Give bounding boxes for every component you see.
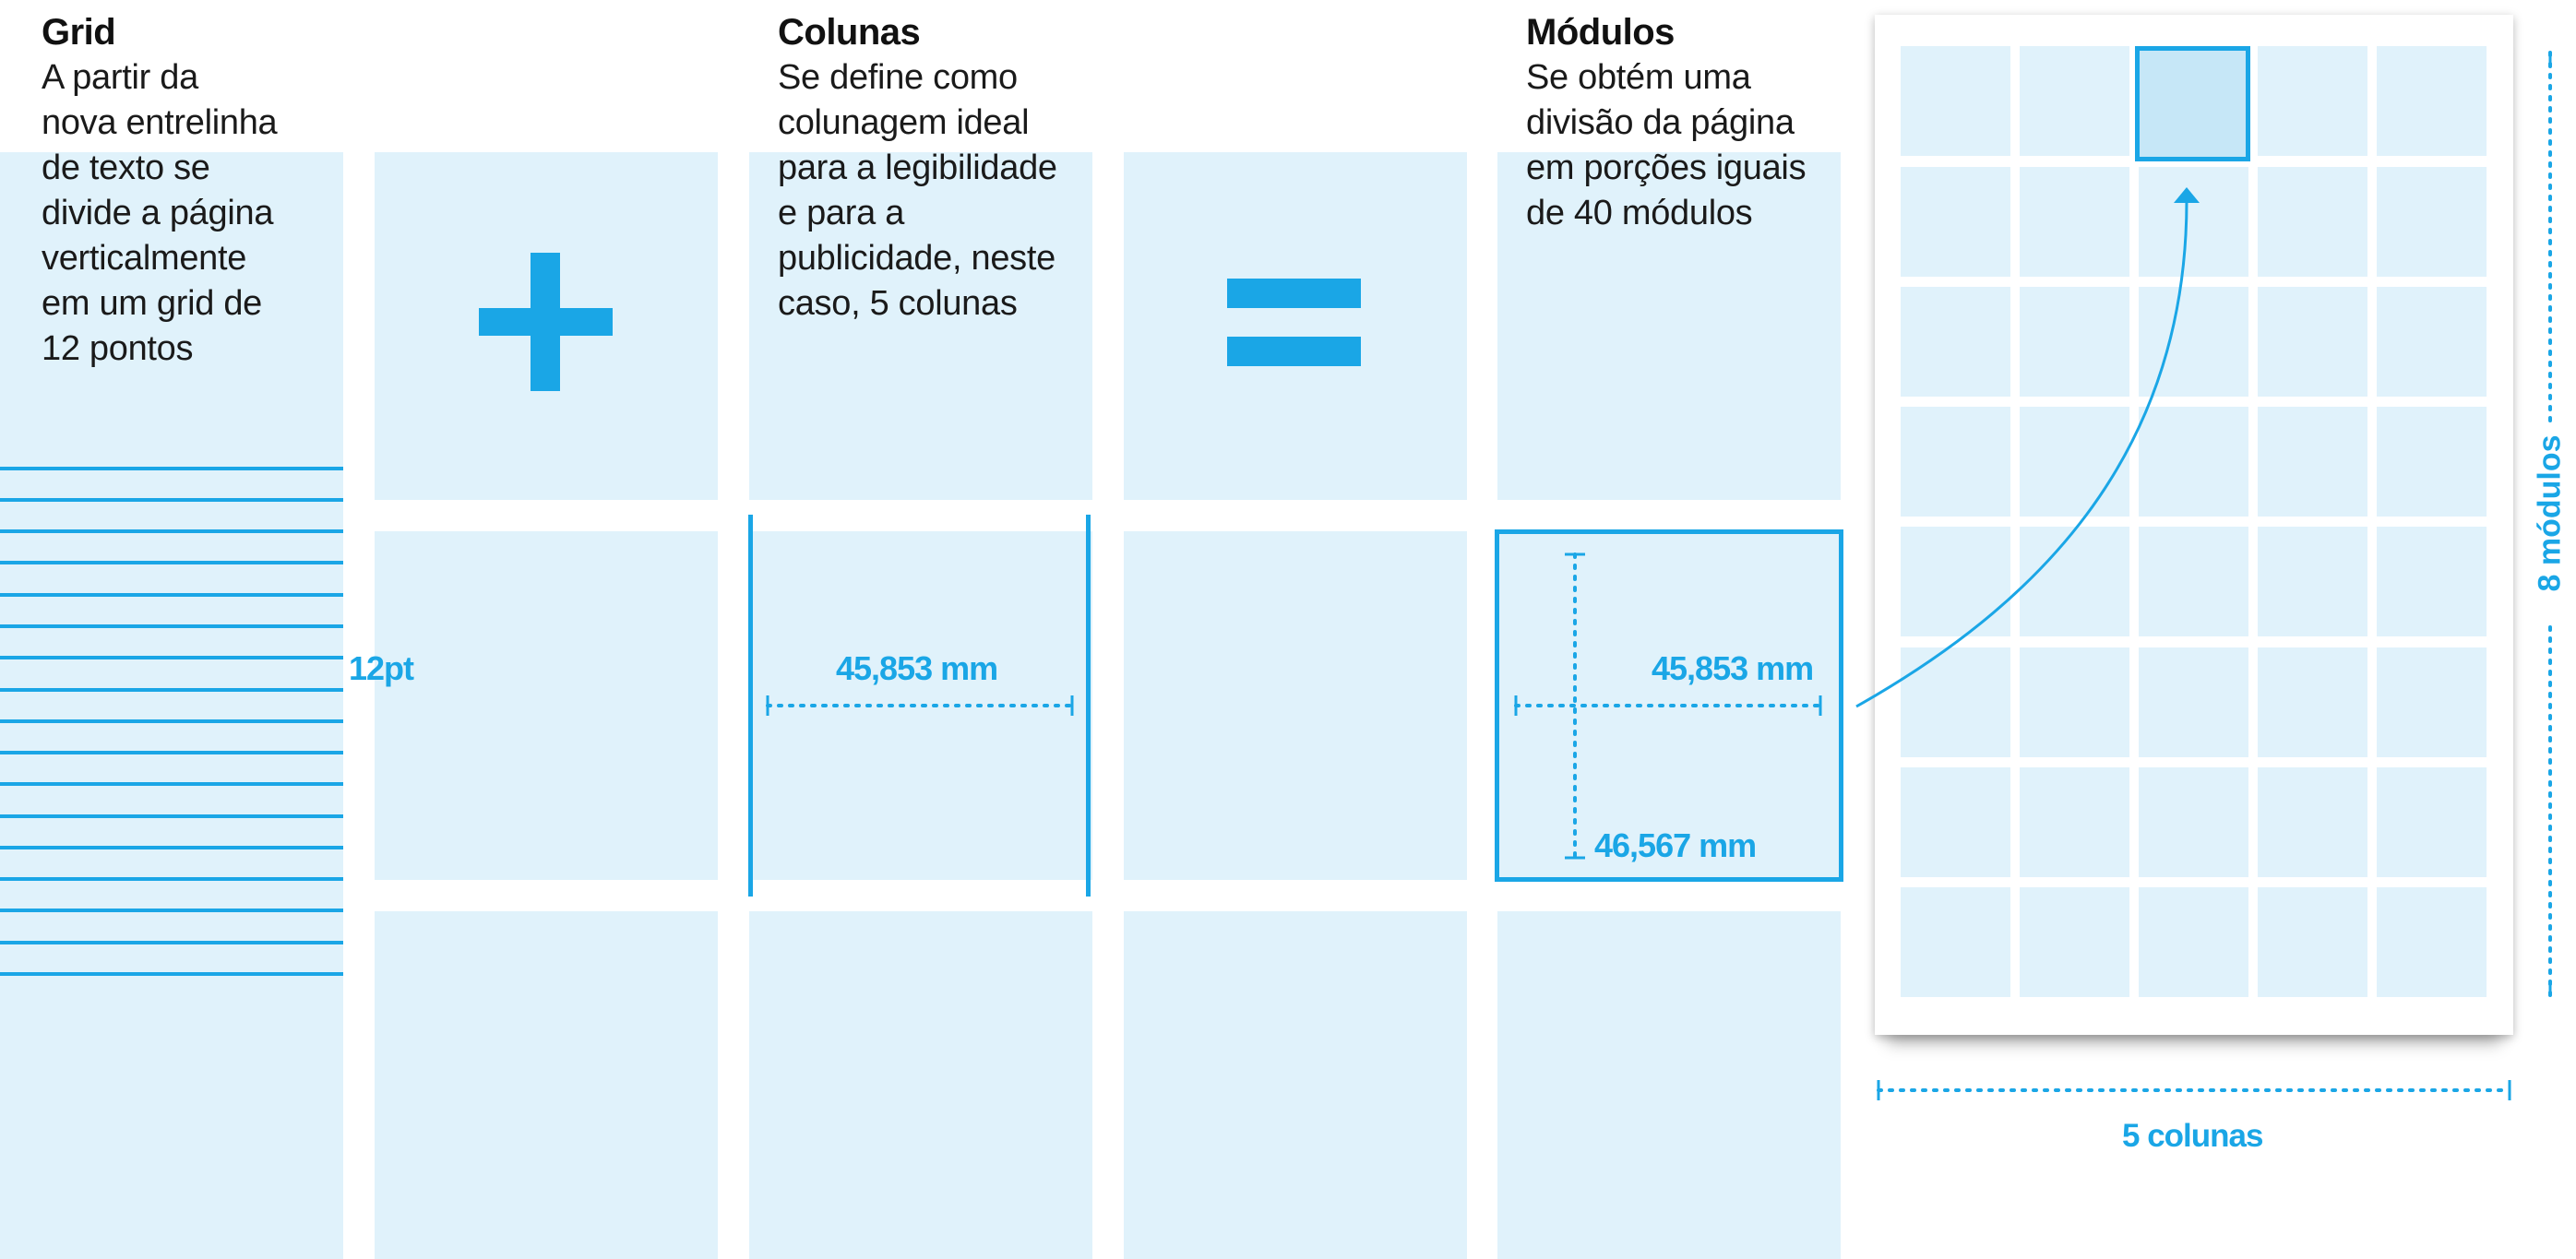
column-right-edge <box>1086 515 1091 897</box>
page-module <box>2377 167 2487 277</box>
grid-panel <box>0 152 343 1259</box>
column-width-dimension <box>766 695 1074 716</box>
page-module <box>2377 287 2487 397</box>
page-module <box>2020 407 2129 517</box>
module-height-dimension <box>1565 552 1585 860</box>
equals-panel-module <box>1124 152 1467 500</box>
plus-operator <box>479 253 613 391</box>
page-module <box>1901 647 2010 757</box>
page-module-highlighted <box>2135 46 2250 161</box>
page-module <box>1901 887 2010 997</box>
baseline-line <box>0 593 343 597</box>
baseline-line <box>0 751 343 754</box>
page-module <box>2020 527 2129 636</box>
page-module <box>2020 887 2129 997</box>
columns-panel-module <box>749 911 1092 1259</box>
page-module <box>1901 767 2010 877</box>
page-module <box>2258 647 2367 757</box>
columns-count-label: 5 colunas <box>2122 1118 2263 1154</box>
baseline-line <box>0 846 343 849</box>
page-module <box>2377 647 2487 757</box>
columns-description: Se define como colunagem ideal para a le… <box>778 58 1057 323</box>
page-width-dimension <box>1877 1080 2511 1100</box>
page-module <box>2139 167 2248 277</box>
page-module <box>1901 167 2010 277</box>
equals-panel-module <box>1124 531 1467 880</box>
baseline-line <box>0 529 343 533</box>
page-module <box>2139 887 2248 997</box>
baseline-measure-label: 12pt <box>349 649 414 687</box>
grid-heading: Grid <box>42 12 116 53</box>
baseline-line <box>0 561 343 564</box>
column-left-edge <box>748 515 753 897</box>
page-module <box>2139 767 2248 877</box>
baseline-line <box>0 656 343 659</box>
page-module <box>2020 767 2129 877</box>
module-outline <box>1495 529 1843 882</box>
baseline-line <box>0 688 343 692</box>
baseline-line <box>0 941 343 944</box>
page-module <box>2020 647 2129 757</box>
baseline-line <box>0 498 343 502</box>
modules-panel-module <box>1497 152 1841 500</box>
page-module <box>2258 407 2367 517</box>
plus-panel-module <box>375 531 718 880</box>
module-width-dimension <box>1514 695 1822 716</box>
baseline-line <box>0 624 343 628</box>
grid-description: A partir da nova entrelinha de texto se … <box>42 58 278 368</box>
equals-panel-module <box>1124 911 1467 1259</box>
baseline-line <box>0 909 343 912</box>
baseline-line <box>0 782 343 786</box>
modules-panel-module <box>1497 911 1841 1259</box>
page-module <box>2377 887 2487 997</box>
columns-heading: Colunas <box>778 12 921 53</box>
page-module <box>2139 647 2248 757</box>
page-module <box>1901 407 2010 517</box>
page-module <box>2258 287 2367 397</box>
columns-panel-module <box>749 152 1092 500</box>
module-height-label: 46,567 mm <box>1594 826 1757 864</box>
page-module <box>2377 46 2487 156</box>
page-module <box>2020 167 2129 277</box>
page-diagram <box>1875 15 2513 1035</box>
page-module <box>2377 767 2487 877</box>
page-module <box>2377 527 2487 636</box>
page-module <box>2139 287 2248 397</box>
page-module <box>2258 167 2367 277</box>
page-module <box>2258 767 2367 877</box>
page-module <box>2258 527 2367 636</box>
page-module <box>2020 287 2129 397</box>
plus-panel-module <box>375 911 718 1259</box>
page-module <box>2139 527 2248 636</box>
modules-description: Se obtém uma divisão da página em porçõe… <box>1526 58 1807 232</box>
page-module <box>1901 527 2010 636</box>
module-to-page-arrow <box>1855 187 2200 708</box>
module-width-label: 45,853 mm <box>1652 649 1814 687</box>
baseline-line <box>0 877 343 881</box>
baseline-line <box>0 814 343 818</box>
page-module <box>2020 46 2129 156</box>
column-width-label: 45,853 mm <box>836 649 998 687</box>
page-module <box>2258 887 2367 997</box>
page-module <box>2139 407 2248 517</box>
page-module <box>2377 407 2487 517</box>
page-module <box>2258 46 2367 156</box>
baseline-line <box>0 972 343 976</box>
modules-heading: Módulos <box>1526 12 1675 53</box>
baseline-line <box>0 719 343 723</box>
page-module <box>1901 287 2010 397</box>
equals-operator <box>1227 279 1361 366</box>
baseline-line <box>0 467 343 470</box>
page-module <box>1901 46 2010 156</box>
